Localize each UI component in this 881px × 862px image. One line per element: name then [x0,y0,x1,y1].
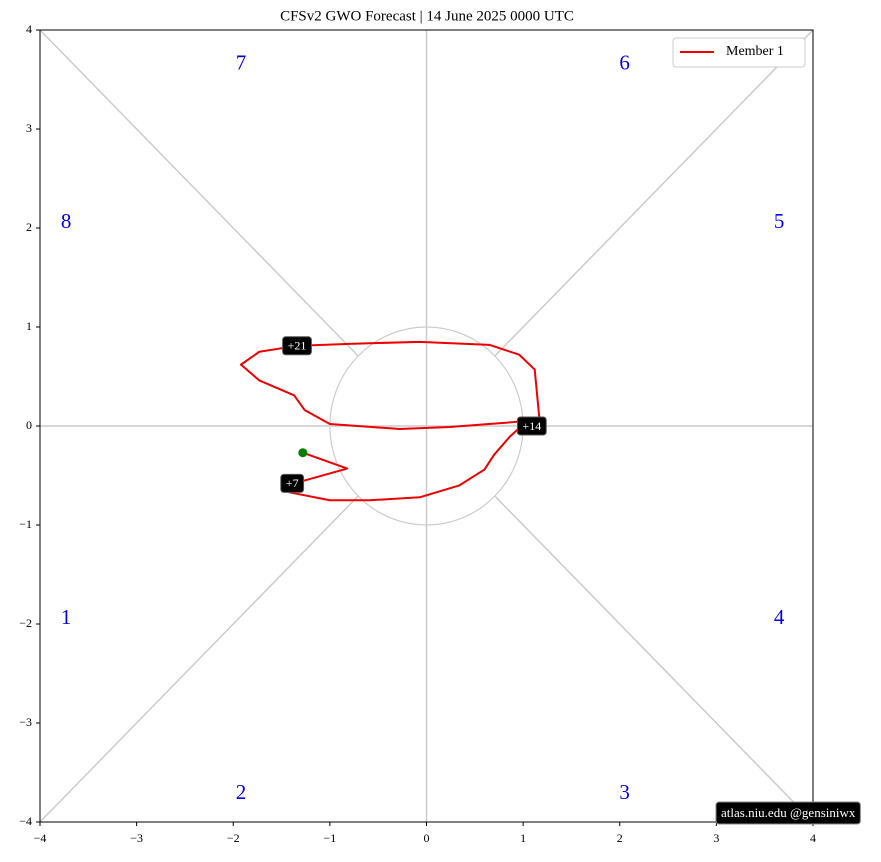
x-tick-label: 1 [520,831,526,845]
x-tick-label: −4 [34,831,47,845]
watermark-box [715,801,861,825]
x-tick-label: 0 [424,831,430,845]
y-tick-label: −3 [19,715,32,729]
phase-label: 8 [61,209,72,233]
phase-label: 3 [619,780,630,804]
phase-label: 1 [61,605,72,629]
annotation-label: +14 [522,419,541,433]
phase-divider [39,495,359,823]
phase-label: 6 [619,50,630,74]
x-tick-label: −1 [323,831,336,845]
phase-label: 2 [236,780,247,804]
y-tick-label: −4 [19,814,32,828]
annotation: +14 [516,416,547,436]
annotation-label: +21 [288,339,307,353]
y-tick-label: 3 [26,121,32,135]
series-line [239,340,541,502]
x-tick-label: −2 [227,831,240,845]
annotation: +7 [280,473,305,493]
start-point [298,448,308,458]
x-tick-label: −3 [130,831,143,845]
watermark-text: atlas.niu.edu @gensiniwx [721,805,856,820]
annotation-box [282,336,312,356]
y-tick-label: −2 [19,616,32,630]
y-tick-label: −1 [19,517,32,531]
watermark: atlas.niu.edu @gensiniwx [715,801,861,825]
annotation-box [280,473,305,493]
x-tick-label: 3 [713,831,719,845]
legend-box [672,37,806,68]
phase-divider [494,495,814,823]
annotation-box [516,416,547,436]
phase-divider [494,29,814,357]
x-tick-label: 2 [617,831,623,845]
y-tick-label: 2 [26,220,32,234]
phase-label: 5 [774,209,785,233]
y-tick-label: 4 [26,22,32,36]
y-tick-label: 0 [26,418,32,432]
phase-label: 4 [774,605,785,629]
annotation: +21 [282,336,312,356]
y-tick-label: 1 [26,319,32,333]
annotation-label: +7 [286,476,299,490]
chart-title: CFSv2 GWO Forecast | 14 June 2025 0000 U… [280,8,574,24]
legend: Member 1 [672,37,806,68]
legend-label: Member 1 [726,44,784,59]
phase-divider [39,29,359,357]
phase-label: 7 [236,50,247,74]
x-tick-label: 4 [810,831,816,845]
